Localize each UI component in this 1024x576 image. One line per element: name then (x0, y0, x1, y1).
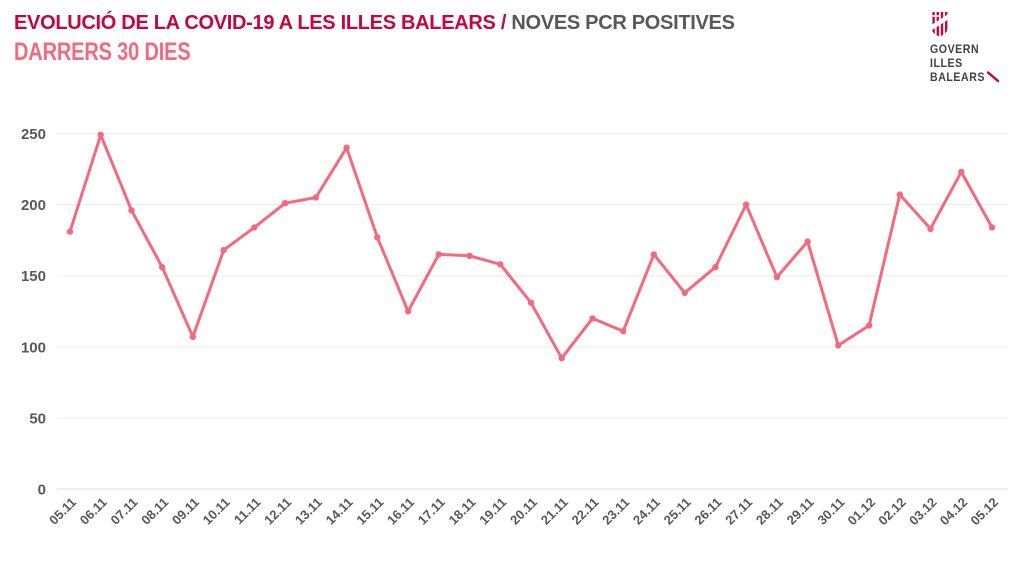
logo-slash-icon (986, 71, 999, 83)
data-point (804, 238, 811, 245)
x-axis-label: 02.12 (875, 495, 909, 529)
data-point (527, 299, 535, 306)
data-point (988, 224, 996, 231)
x-axis-label: 07.11 (107, 495, 140, 528)
x-axis-label: 01.12 (845, 495, 879, 529)
x-axis-label: 21.11 (538, 495, 571, 528)
x-axis-label: 05.12 (967, 495, 1001, 529)
y-axis-label: 150 (21, 268, 46, 285)
y-axis-label: 50 (29, 410, 46, 427)
x-axis-label: 27.11 (722, 495, 755, 528)
x-axis-label: 05.11 (46, 495, 79, 528)
data-point (343, 144, 350, 151)
x-axis-label: 26.11 (691, 495, 724, 528)
y-axis-label: 0 (38, 482, 46, 499)
data-point (927, 225, 934, 232)
data-point (712, 264, 719, 271)
data-point (435, 251, 442, 258)
x-axis-label: 20.11 (507, 495, 540, 528)
data-point (558, 355, 565, 362)
data-point (958, 168, 965, 176)
x-axis-label: 19.11 (476, 495, 509, 528)
logo-line-3: BALEARS (930, 71, 1000, 86)
x-axis-label: 14.11 (323, 495, 356, 528)
data-point (650, 251, 658, 258)
logo-wordmark: GOVERN ILLES BALEARS (930, 44, 1000, 86)
x-axis-label: 15.11 (353, 495, 386, 528)
x-axis-label: 12.11 (261, 495, 294, 528)
x-axis-label: 04.12 (937, 495, 971, 529)
x-axis-label: 08.11 (138, 495, 171, 528)
x-axis-label: 10.11 (200, 495, 233, 528)
x-axis-label: 22.11 (568, 495, 601, 528)
x-axis-label: 28.11 (753, 495, 786, 528)
title-secondary: NOVES PCR POSITIVES (511, 12, 735, 34)
x-axis-label: 13.11 (292, 495, 325, 528)
data-point (865, 322, 873, 329)
data-point (896, 191, 903, 198)
data-point (497, 261, 504, 268)
x-axis-label: 24.11 (630, 495, 663, 528)
page-subtitle: DARRERS 30 DIES (14, 38, 191, 66)
data-point (404, 308, 412, 315)
balearic-shield-icon (931, 12, 948, 37)
title-primary: EVOLUCIÓ DE LA COVID-19 A LES ILLES BALE… (14, 12, 507, 34)
data-point (251, 224, 258, 231)
logo-line-1: GOVERN (930, 44, 980, 56)
x-axis-label: 18.11 (446, 495, 479, 528)
data-point (97, 131, 104, 139)
data-point (220, 246, 227, 254)
data-point (374, 234, 381, 241)
data-point (466, 252, 473, 259)
data-point (589, 315, 596, 322)
y-axis-label: 250 (21, 126, 46, 143)
data-point (742, 201, 750, 208)
x-axis-label: 16.11 (384, 495, 417, 528)
data-point (128, 207, 135, 214)
x-axis-label: 30.11 (814, 495, 847, 528)
y-axis-label: 100 (21, 339, 46, 356)
x-axis-label: 23.11 (599, 495, 632, 528)
data-point (681, 289, 688, 296)
x-axis-label: 25.11 (661, 495, 694, 528)
data-point (281, 200, 289, 207)
data-line (68, 133, 994, 360)
y-axis-label: 200 (21, 197, 46, 214)
data-point (312, 194, 320, 201)
data-point (159, 264, 166, 271)
logo-line-2: ILLES (930, 57, 963, 70)
x-axis-label: 06.11 (77, 495, 110, 528)
x-axis-label: 17.11 (415, 495, 448, 528)
header: EVOLUCIÓ DE LA COVID-19 A LES ILLES BALE… (14, 12, 735, 67)
x-axis-label: 29.11 (784, 495, 817, 528)
line-chart: 0 50 100 150 200 250 05.1106.1107.1108.1109.11… (21, 126, 1008, 529)
x-axis-label: 03.12 (906, 495, 940, 529)
x-axis-label: 11.11 (231, 495, 264, 528)
govern-illes-balears-logo: GOVERN ILLES BALEARS (930, 11, 1006, 86)
x-axis-label: 09.11 (169, 495, 202, 528)
page-title: EVOLUCIÓ DE LA COVID-19 A LES ILLES BALE… (14, 12, 735, 34)
data-point (66, 228, 74, 235)
data-point (189, 333, 197, 340)
data-point (835, 342, 842, 349)
data-point (773, 273, 781, 281)
data-point (620, 328, 627, 335)
